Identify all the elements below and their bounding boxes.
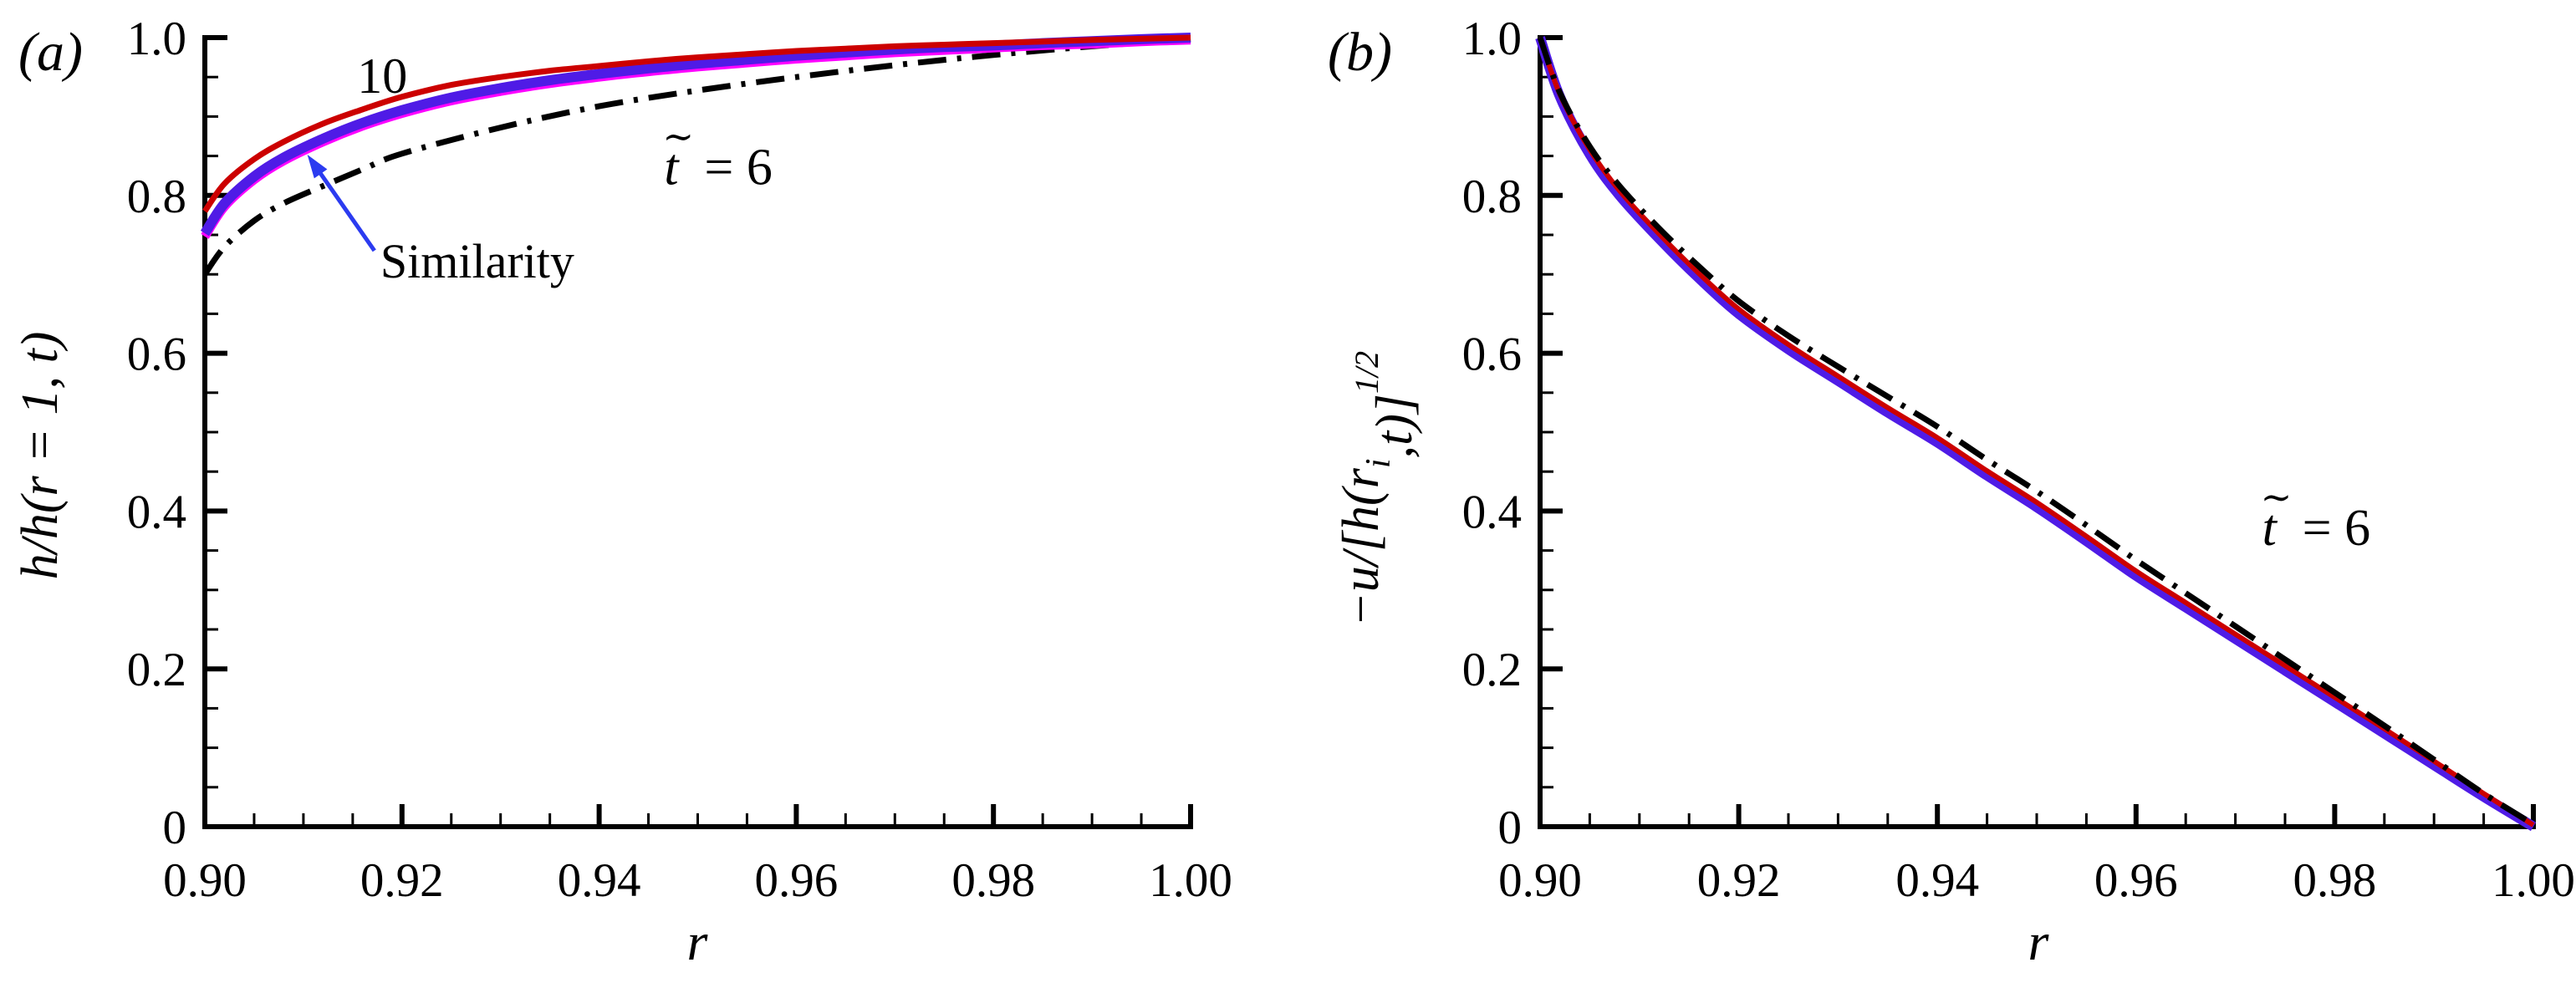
panel-b-tag: (b)	[1328, 22, 1392, 83]
x-tick-label: 0.92	[1697, 854, 1781, 907]
annotation-label-t6-t: t	[2262, 500, 2278, 557]
annotation-label-t6-t: t	[664, 140, 680, 196]
x-tick-label: 0.94	[558, 854, 641, 907]
y-tick-label: 0.2	[127, 644, 186, 696]
panel-a-xlabel: r	[687, 912, 709, 971]
y-tick-label: 0.8	[1462, 171, 1522, 223]
y-tick-label: 0.4	[1462, 486, 1522, 538]
annotation-arrow-head	[307, 155, 328, 179]
ylabel-superscript: 1/2	[1348, 351, 1385, 394]
panel-a-ylabel: h/h(r = 1, t)	[12, 332, 69, 580]
y-tick-label: 0.6	[1462, 328, 1522, 381]
x-tick-label: 0.96	[755, 854, 839, 907]
curve-t10	[1538, 36, 2535, 828]
panel-b: 0.90 0.92 0.94 0.96 0.98 1.00 0 0.2 0.4 0.6 0.8 1.0…	[1462, 13, 2575, 907]
curve-t6-dashdot	[202, 36, 1191, 277]
x-tick-label: 0.90	[1498, 854, 1582, 907]
y-tick-label: 0.6	[127, 328, 186, 381]
panel-b-xlabel: r	[2028, 912, 2050, 971]
x-tick-label: 1.00	[1149, 854, 1232, 907]
ylabel-text: ,t)]	[1366, 394, 1423, 459]
x-tick-label: 1.00	[2492, 854, 2575, 907]
y-tick-label: 0	[1498, 802, 1523, 854]
annotation-label-t6-tilde: ∼	[662, 116, 694, 158]
annotation-label-t6-rhs: = 6	[2303, 500, 2370, 557]
panel-b-ylabel: −u/[h(ri,t)]1/2	[1333, 351, 1423, 627]
y-tick-label: 0.4	[127, 486, 186, 538]
annotation-arrow-shaft	[317, 170, 376, 252]
annotation-label-similarity: Similarity	[380, 234, 574, 288]
panel-a: 0.90 0.92 0.94 0.96 0.98 1.00 0 0.2 0.4 0.6 0.8 1.0…	[127, 13, 1232, 907]
x-tick-label: 0.98	[2293, 854, 2377, 907]
y-tick-label: 1.0	[1462, 13, 1522, 65]
y-tick-label: 1.0	[127, 13, 186, 65]
y-tick-label: 0.8	[127, 171, 186, 223]
x-tick-label: 0.90	[163, 854, 247, 907]
panel-a-tag: (a)	[18, 22, 83, 83]
x-tick-label: 0.92	[360, 854, 444, 907]
x-tick-label: 0.98	[951, 854, 1035, 907]
axes: 0.90 0.92 0.94 0.96 0.98 1.00 0 0.2 0.4 0.6 0.8 1.0	[1462, 13, 2575, 907]
annotation-label-t6-rhs: = 6	[704, 140, 772, 196]
ylabel-text: −u/[h(r	[1333, 467, 1390, 627]
axes: 0.90 0.92 0.94 0.96 0.98 1.00 0 0.2 0.4 0.6 0.8 1.0	[127, 13, 1232, 907]
y-tick-label: 0.2	[1462, 644, 1522, 696]
y-tick-label: 0	[163, 802, 187, 854]
curve-similarity	[1535, 36, 2537, 832]
annotation-label-10: 10	[357, 48, 407, 104]
curve-t10	[202, 34, 1191, 213]
annotation-label-t6-tilde: ∼	[2261, 476, 2293, 518]
x-tick-label: 0.96	[2094, 854, 2178, 907]
ylabel-subscript: i	[1359, 458, 1398, 468]
x-tick-label: 0.94	[1895, 854, 1979, 907]
